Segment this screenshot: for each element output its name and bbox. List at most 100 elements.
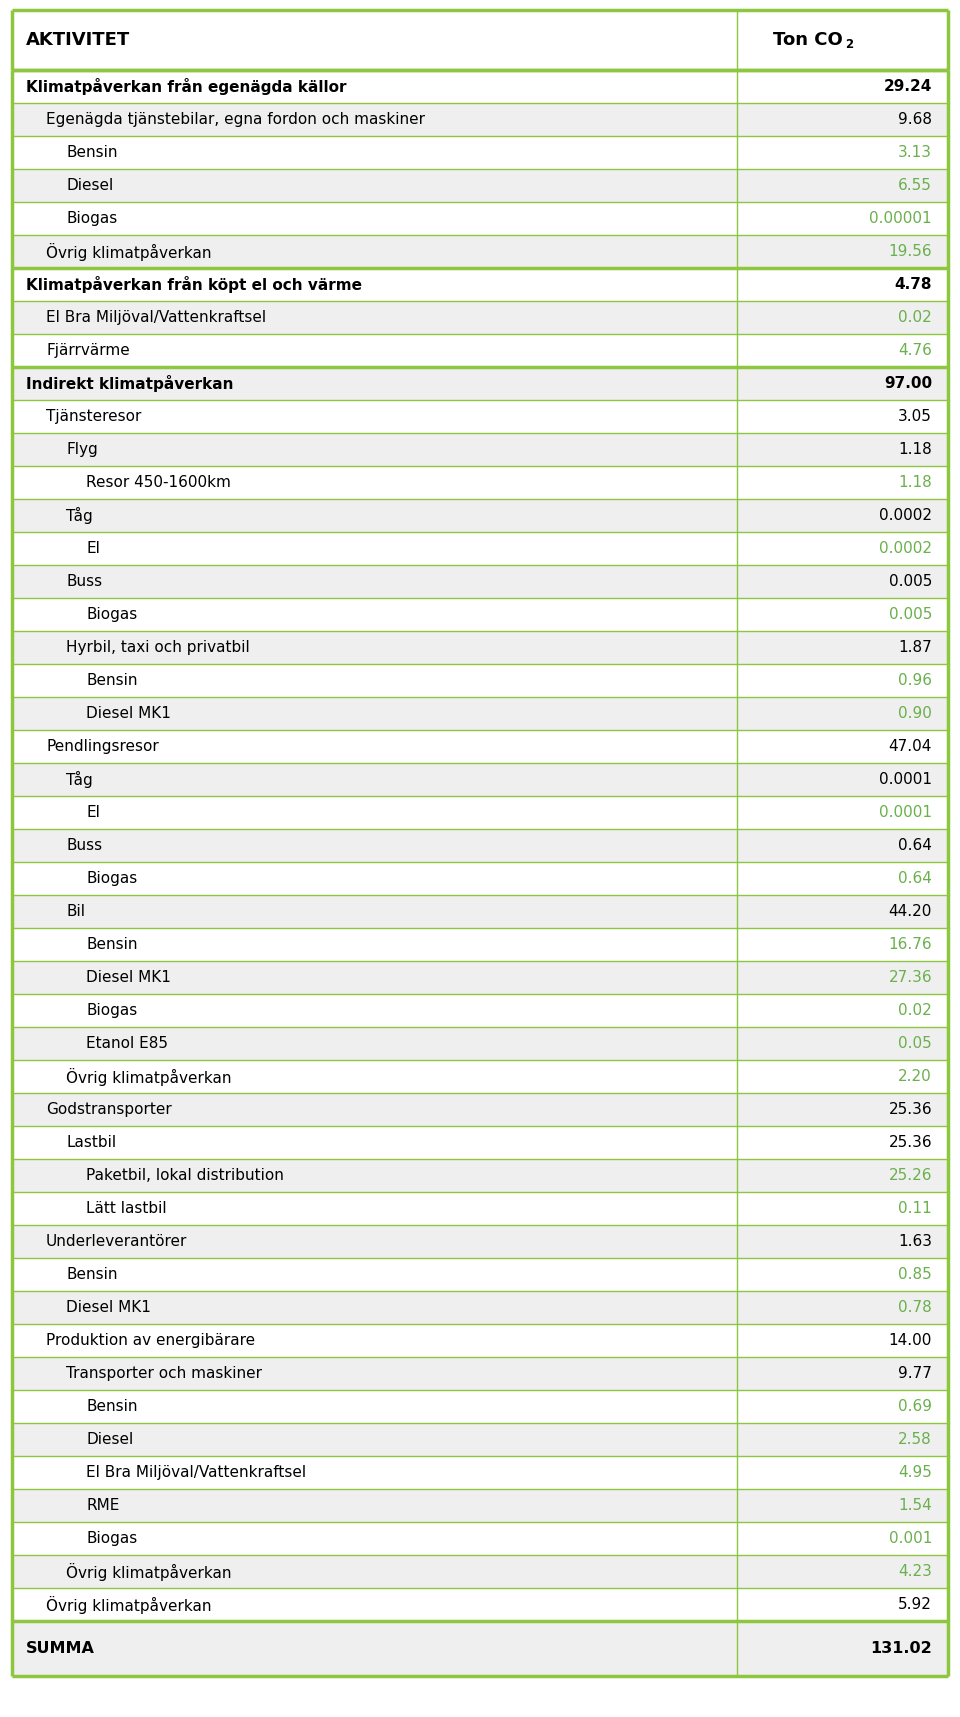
Text: Biogas: Biogas: [86, 1532, 137, 1545]
Text: Bensin: Bensin: [66, 144, 117, 160]
Text: Tjänsteresor: Tjänsteresor: [46, 409, 141, 424]
Text: 1.63: 1.63: [898, 1235, 932, 1248]
Bar: [12, 1621, 948, 1676]
Bar: [12, 895, 948, 927]
Bar: [12, 1391, 948, 1423]
Text: 0.0002: 0.0002: [879, 508, 932, 524]
Text: 3.13: 3.13: [898, 144, 932, 160]
Bar: [12, 632, 948, 664]
Text: 27.36: 27.36: [888, 970, 932, 986]
Bar: [12, 598, 948, 632]
Bar: [12, 400, 948, 433]
Bar: [12, 797, 948, 829]
Text: 0.0001: 0.0001: [879, 773, 932, 786]
Bar: [12, 1556, 948, 1588]
Text: 29.24: 29.24: [883, 79, 932, 94]
Bar: [12, 1126, 948, 1159]
Text: Biogas: Biogas: [86, 871, 137, 886]
Bar: [12, 565, 948, 598]
Text: 0.64: 0.64: [899, 871, 932, 886]
Text: Ton CO: Ton CO: [773, 31, 843, 50]
Text: Bensin: Bensin: [86, 673, 137, 689]
Bar: [12, 1356, 948, 1391]
Text: 0.02: 0.02: [899, 311, 932, 325]
Text: Flyg: Flyg: [66, 441, 98, 457]
Bar: [12, 1521, 948, 1556]
Bar: [12, 962, 948, 994]
Text: 1.18: 1.18: [899, 476, 932, 489]
Text: 131.02: 131.02: [871, 1641, 932, 1655]
Text: 1.87: 1.87: [899, 640, 932, 654]
Bar: [12, 730, 948, 762]
Bar: [12, 367, 948, 400]
Bar: [12, 1027, 948, 1059]
Text: Godstransporter: Godstransporter: [46, 1102, 172, 1118]
Text: 4.78: 4.78: [895, 276, 932, 292]
Text: Bensin: Bensin: [86, 1399, 137, 1415]
Text: 4.76: 4.76: [899, 343, 932, 359]
Text: Biogas: Biogas: [86, 1003, 137, 1018]
Bar: [12, 300, 948, 335]
Bar: [12, 762, 948, 797]
Text: 4.23: 4.23: [899, 1564, 932, 1580]
Text: 0.96: 0.96: [898, 673, 932, 689]
Bar: [12, 103, 948, 136]
Text: 47.04: 47.04: [889, 738, 932, 754]
Bar: [12, 1192, 948, 1224]
Text: AKTIVITET: AKTIVITET: [26, 31, 131, 50]
Text: Diesel: Diesel: [66, 179, 113, 192]
Text: Diesel MK1: Diesel MK1: [66, 1300, 151, 1315]
Text: Underleverantörer: Underleverantörer: [46, 1235, 187, 1248]
Text: 0.78: 0.78: [899, 1300, 932, 1315]
Text: 25.26: 25.26: [889, 1168, 932, 1183]
Bar: [12, 168, 948, 203]
Text: 1.18: 1.18: [899, 441, 932, 457]
Text: Biogas: Biogas: [66, 211, 117, 227]
Text: Lastbil: Lastbil: [66, 1135, 116, 1150]
Bar: [12, 500, 948, 532]
Text: 25.36: 25.36: [888, 1102, 932, 1118]
Text: 0.64: 0.64: [899, 838, 932, 853]
Text: 0.005: 0.005: [889, 608, 932, 622]
Text: Biogas: Biogas: [86, 608, 137, 622]
Text: Övrig klimatpåverkan: Övrig klimatpåverkan: [46, 242, 211, 261]
Text: Övrig klimatpåverkan: Övrig klimatpåverkan: [46, 1595, 211, 1614]
Text: 97.00: 97.00: [884, 376, 932, 391]
Text: 3.05: 3.05: [899, 409, 932, 424]
Text: 2: 2: [845, 38, 852, 50]
Bar: [12, 1159, 948, 1192]
Text: 0.90: 0.90: [899, 706, 932, 721]
Bar: [12, 335, 948, 367]
Text: 0.001: 0.001: [889, 1532, 932, 1545]
Bar: [12, 1324, 948, 1356]
Text: Diesel: Diesel: [86, 1432, 133, 1447]
Text: Produktion av energibärare: Produktion av energibärare: [46, 1332, 255, 1348]
Bar: [12, 10, 948, 70]
Text: 0.02: 0.02: [899, 1003, 932, 1018]
Text: 5.92: 5.92: [899, 1597, 932, 1612]
Text: Buss: Buss: [66, 838, 102, 853]
Text: Pendlingsresor: Pendlingsresor: [46, 738, 158, 754]
Bar: [12, 829, 948, 862]
Text: 2.20: 2.20: [899, 1070, 932, 1083]
Text: 25.36: 25.36: [888, 1135, 932, 1150]
Bar: [12, 1224, 948, 1259]
Text: 0.005: 0.005: [889, 573, 932, 589]
Bar: [12, 862, 948, 895]
Text: Bil: Bil: [66, 903, 85, 919]
Bar: [12, 1588, 948, 1621]
Bar: [12, 1456, 948, 1489]
Text: 0.0002: 0.0002: [879, 541, 932, 556]
Bar: [12, 1423, 948, 1456]
Text: Diesel MK1: Diesel MK1: [86, 970, 171, 986]
Text: Tåg: Tåg: [66, 507, 93, 524]
Text: 19.56: 19.56: [888, 244, 932, 259]
Text: Övrig klimatpåverkan: Övrig klimatpåverkan: [66, 1562, 231, 1581]
Bar: [12, 1094, 948, 1126]
Text: 44.20: 44.20: [889, 903, 932, 919]
Bar: [12, 433, 948, 465]
Bar: [12, 203, 948, 235]
Text: Resor 450-1600km: Resor 450-1600km: [86, 476, 230, 489]
Bar: [12, 136, 948, 168]
Text: El: El: [86, 541, 100, 556]
